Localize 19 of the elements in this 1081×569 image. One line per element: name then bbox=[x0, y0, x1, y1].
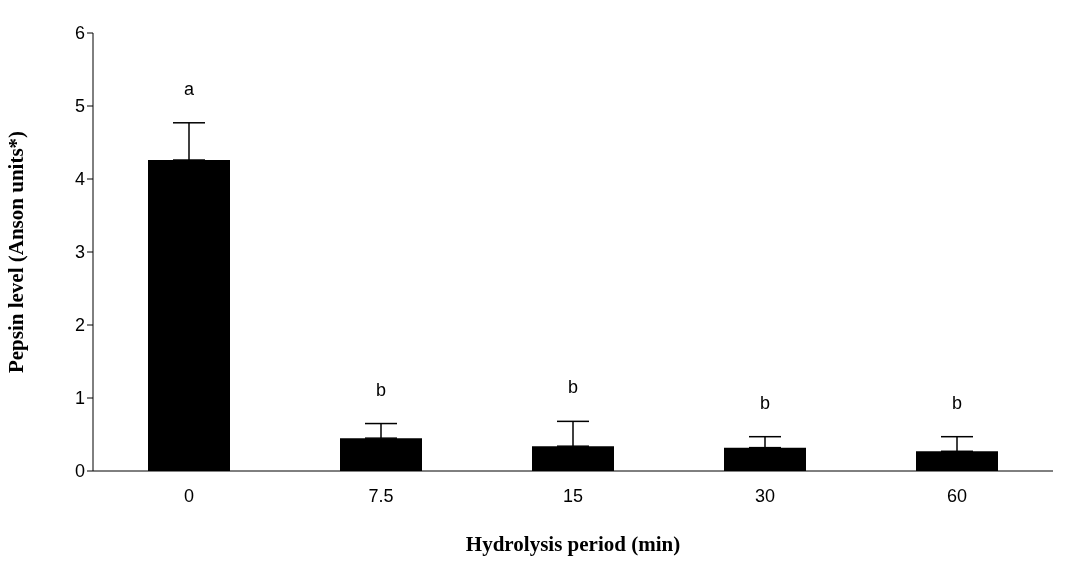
annotation: b bbox=[759, 392, 771, 413]
y-tick-label: 4 bbox=[74, 169, 85, 190]
x-tick-label: 15 bbox=[562, 485, 584, 506]
y-tick-label: 3 bbox=[74, 242, 85, 263]
annotation: b bbox=[375, 379, 387, 400]
y-tick-label: 0 bbox=[74, 461, 85, 482]
y-tick-label: 1 bbox=[74, 388, 85, 409]
y-tick-label: 5 bbox=[74, 96, 85, 117]
annotation: a bbox=[183, 78, 195, 99]
x-tick-label: 0 bbox=[183, 485, 195, 506]
x-tick-label: 7.5 bbox=[368, 485, 394, 506]
y-tick-label: 6 bbox=[74, 23, 85, 44]
y-tick-label: 2 bbox=[74, 315, 85, 336]
x-axis-title: Hydrolysis period (min) bbox=[465, 532, 681, 556]
y-axis-title: Pepsin level (Anson units*) bbox=[4, 130, 29, 374]
x-tick-label: 60 bbox=[946, 485, 968, 506]
x-tick-label: 30 bbox=[754, 485, 776, 506]
annotation: b bbox=[951, 392, 963, 413]
annotation: b bbox=[567, 377, 579, 398]
